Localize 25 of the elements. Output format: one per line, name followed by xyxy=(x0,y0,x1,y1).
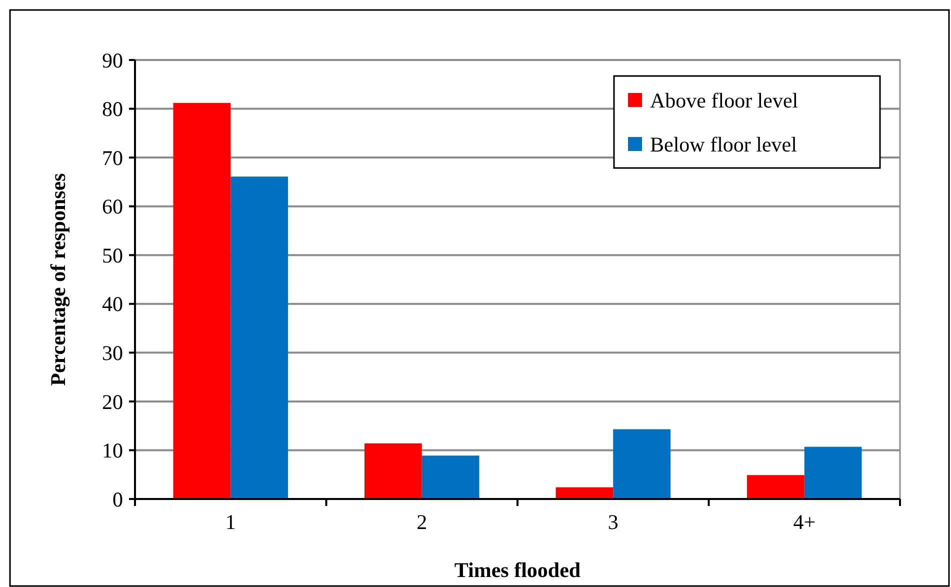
bar xyxy=(173,102,231,499)
legend-label: Below floor level xyxy=(650,132,798,156)
bar xyxy=(747,475,804,499)
bar xyxy=(422,456,480,499)
bar xyxy=(804,446,862,499)
y-tick-label: 20 xyxy=(102,390,123,414)
x-tick-label: 3 xyxy=(608,510,618,534)
y-tick-label: 30 xyxy=(102,341,123,366)
y-tick-label: 60 xyxy=(102,194,123,219)
y-tick-label: 0 xyxy=(112,487,123,512)
y-tick-label: 80 xyxy=(102,97,123,122)
y-tick-label: 10 xyxy=(102,438,123,463)
bar xyxy=(230,176,288,499)
bar xyxy=(613,429,670,499)
x-tick-label: 1 xyxy=(225,510,236,534)
y-tick-label: 40 xyxy=(102,292,123,316)
y-axis-title: Percentage of responses xyxy=(46,173,70,386)
x-tick-label: 4+ xyxy=(793,510,816,534)
y-tick-label: 90 xyxy=(102,48,123,72)
x-axis-title: Times flooded xyxy=(454,558,581,582)
legend-label: Above floor level xyxy=(650,88,798,112)
bar xyxy=(364,443,422,499)
y-tick-label: 70 xyxy=(102,146,123,170)
y-tick-label: 50 xyxy=(102,243,123,268)
x-tick-label: 2 xyxy=(416,510,428,534)
